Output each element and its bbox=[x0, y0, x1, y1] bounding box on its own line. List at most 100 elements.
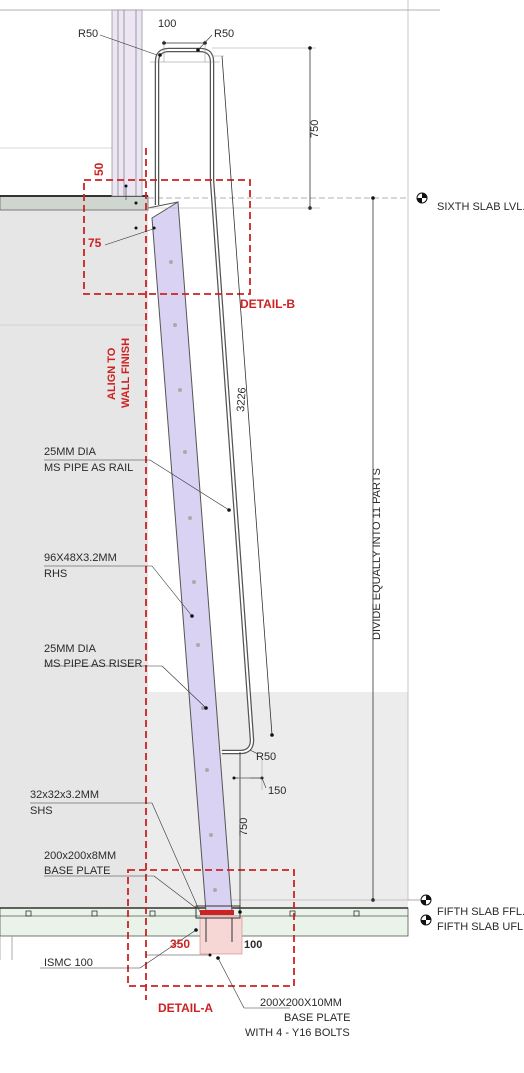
dim-dot bbox=[124, 184, 128, 188]
detail-b-box bbox=[83, 179, 251, 295]
slab-insert bbox=[353, 910, 360, 917]
level-label-fifth-ffl: FIFTH SLAB FFL. bbox=[437, 906, 524, 918]
dim-75-label: 75 bbox=[88, 236, 102, 250]
leader-dot bbox=[194, 928, 198, 932]
upper-balustrade bbox=[111, 9, 143, 197]
leader-dot bbox=[204, 706, 208, 710]
base-assembly bbox=[195, 905, 243, 955]
marker-quadrant bbox=[421, 920, 426, 925]
dim-dot bbox=[152, 226, 156, 230]
dim-3226-label: 3226 bbox=[235, 387, 249, 412]
slab-insert bbox=[149, 910, 156, 917]
label-base-plate2-line2: BASE PLATE bbox=[284, 1012, 350, 1024]
marker-quadrant bbox=[417, 198, 422, 203]
base-plate-red bbox=[200, 910, 234, 915]
wall-left bbox=[0, 210, 148, 910]
leader-r50-tl bbox=[99, 34, 158, 56]
marker-quadrant bbox=[426, 895, 431, 900]
label-ismc: ISMC 100 bbox=[44, 957, 93, 969]
dim-dot bbox=[238, 910, 242, 914]
dim-dot bbox=[371, 196, 375, 200]
label-leaders bbox=[30, 459, 290, 1009]
dim-150-label: 150 bbox=[268, 785, 286, 797]
rung-hole bbox=[178, 388, 182, 392]
upper-balustrade-band bbox=[111, 9, 143, 197]
dim-dot bbox=[270, 733, 274, 737]
leader-75 bbox=[104, 227, 157, 246]
dim-750-bottom-label: 750 bbox=[238, 818, 250, 836]
rung-hole bbox=[188, 516, 192, 520]
leader-dot bbox=[216, 956, 220, 960]
label-riser-line1: 25MM DIA bbox=[44, 643, 97, 655]
divide-note: DIVIDE EQUALLY INTO 11 PARTS bbox=[371, 468, 383, 640]
dim-top-width-label: 100 bbox=[158, 18, 176, 30]
level-marker-ffl bbox=[420, 894, 432, 906]
dim-350-label: 350 bbox=[170, 937, 190, 951]
dim-dot bbox=[232, 776, 236, 780]
text-annotations: 100 R50 R50 750 3226 R50 150 750 SIXTH S… bbox=[30, 18, 524, 1039]
level-marker-ufl bbox=[420, 914, 432, 926]
dim-dot bbox=[208, 953, 212, 957]
dim-r50-top-right-label: R50 bbox=[214, 28, 234, 40]
leader-base-diag bbox=[153, 875, 197, 909]
label-shs-line2: SHS bbox=[30, 805, 53, 817]
label-rhs-line1: 96X48X3.2MM bbox=[44, 552, 117, 564]
leader-r50-tr bbox=[197, 34, 213, 51]
leader-rhs-diag bbox=[151, 565, 193, 617]
label-rail-line2: MS PIPE AS RAIL bbox=[44, 462, 133, 474]
rung-hole bbox=[173, 323, 177, 327]
leader-bp2-diag bbox=[217, 957, 245, 1009]
dim-dot bbox=[134, 226, 138, 230]
leader-ismc-diag bbox=[139, 929, 197, 969]
label-base-plate2-line3: WITH 4 - Y16 BOLTS bbox=[245, 1027, 350, 1039]
rung-hole bbox=[209, 833, 213, 837]
level-label-fifth-ufl: FIFTH SLAB UFL. bbox=[437, 921, 524, 933]
align-wall-finish-line1: ALIGN TO bbox=[106, 347, 118, 400]
rung-hole bbox=[183, 450, 187, 454]
label-rhs-line2: RHS bbox=[44, 568, 67, 580]
leader-r50-bottom bbox=[249, 749, 259, 755]
embed-plate-pink bbox=[199, 915, 243, 955]
label-shs-line1: 32x32x3.2MM bbox=[30, 789, 99, 801]
dim-dot bbox=[158, 53, 162, 57]
rung-hole bbox=[196, 643, 200, 647]
detail-b-label: DETAIL-B bbox=[240, 297, 295, 311]
leader-riser-diag bbox=[161, 665, 207, 709]
align-wall-finish-line2: WALL FINISH bbox=[120, 338, 132, 408]
level-label-sixth: SIXTH SLAB LVL. bbox=[437, 201, 524, 213]
dim-dot bbox=[308, 46, 312, 50]
rung-hole bbox=[201, 706, 205, 710]
rung-hole bbox=[192, 580, 196, 584]
dim-750-top-label: 750 bbox=[309, 120, 321, 138]
dim-dot bbox=[196, 48, 200, 52]
leader-dot bbox=[227, 508, 231, 512]
dim-100-label: 100 bbox=[244, 939, 262, 951]
dim-3226 bbox=[221, 55, 273, 736]
dim-r50-bottom-label: R50 bbox=[256, 751, 276, 763]
label-base-plate-line1: 200x200x8MM bbox=[44, 850, 116, 862]
detail-boxes bbox=[83, 148, 295, 1000]
stringer-top-cap bbox=[147, 201, 179, 209]
rung-hole bbox=[213, 888, 217, 892]
rung-hole bbox=[169, 260, 173, 264]
wall-right-lower bbox=[148, 692, 408, 910]
marker-quadrant bbox=[426, 915, 431, 920]
rung-hole bbox=[205, 768, 209, 772]
leader-dot bbox=[190, 614, 194, 618]
slab-insert bbox=[25, 910, 32, 917]
label-base-plate-line2: BASE PLATE bbox=[44, 865, 110, 877]
dim-50-label: 50 bbox=[92, 162, 106, 176]
leader-rail-diag bbox=[149, 459, 230, 511]
label-riser-line2: MS PIPE AS RISER bbox=[44, 658, 142, 670]
leader-150 bbox=[261, 777, 267, 789]
detail-a-box bbox=[127, 869, 295, 987]
label-rail-line1: 25MM DIA bbox=[44, 446, 97, 458]
detail-a-label: DETAIL-A bbox=[158, 1001, 213, 1015]
level-marker-sixth bbox=[416, 192, 428, 204]
leader-shs-diag bbox=[151, 802, 201, 913]
label-base-plate2-line1: 200X200X10MM bbox=[260, 997, 342, 1009]
level-markers bbox=[416, 192, 432, 926]
dim-r50-top-left-label: R50 bbox=[78, 28, 98, 40]
dimensions bbox=[99, 34, 410, 914]
